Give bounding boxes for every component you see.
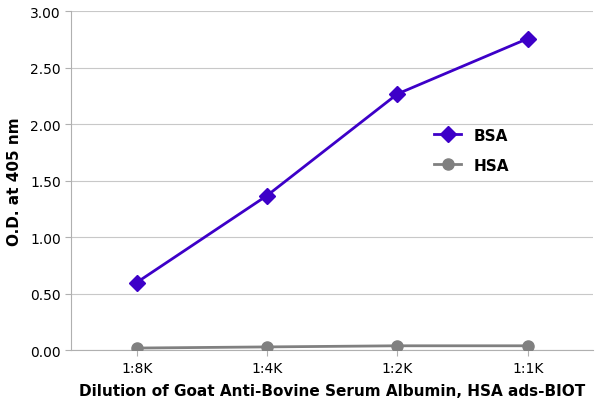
- X-axis label: Dilution of Goat Anti-Bovine Serum Albumin, HSA ads-BIOT: Dilution of Goat Anti-Bovine Serum Album…: [79, 383, 586, 398]
- Y-axis label: O.D. at 405 nm: O.D. at 405 nm: [7, 117, 22, 245]
- HSA: [524, 343, 532, 348]
- BSA: [524, 37, 532, 42]
- BSA: [394, 92, 401, 97]
- Line: HSA: HSA: [131, 340, 533, 354]
- BSA: [133, 280, 140, 285]
- HSA: [133, 346, 140, 351]
- HSA: [263, 345, 271, 350]
- Legend: BSA, HSA: BSA, HSA: [434, 128, 509, 173]
- HSA: [394, 343, 401, 348]
- BSA: [263, 194, 271, 198]
- Line: BSA: BSA: [131, 34, 533, 288]
